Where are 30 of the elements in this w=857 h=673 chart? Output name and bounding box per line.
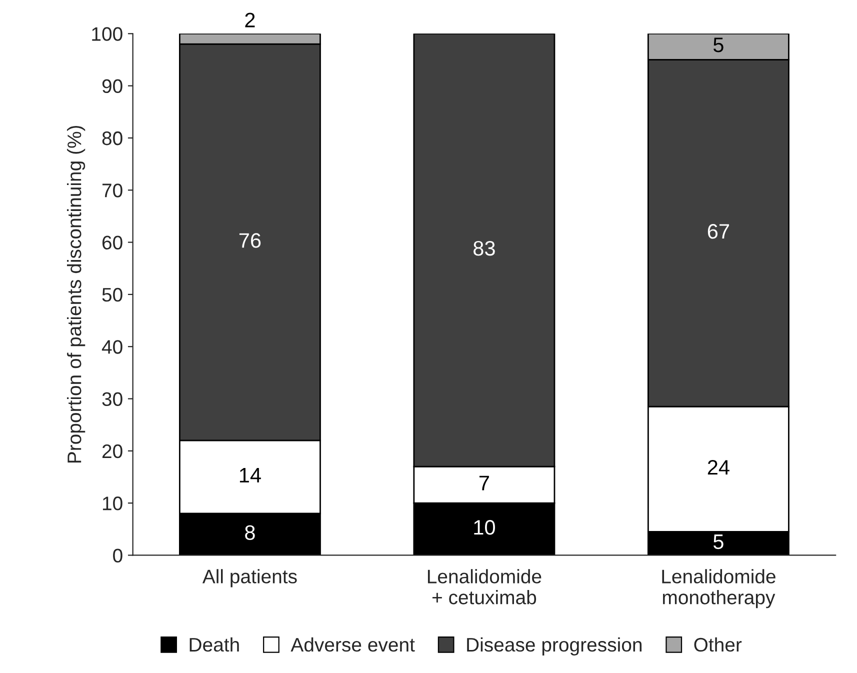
y-tick-label: 90 xyxy=(102,79,122,94)
x-tick-label: Lenalidomide + cetuximab xyxy=(428,569,542,604)
data-label: 5 xyxy=(713,38,724,52)
legend-label: Death xyxy=(190,637,239,652)
legend-label: Adverse event xyxy=(290,637,415,652)
x-tick-label: Lenalidomide monotherapy xyxy=(662,569,776,608)
data-label: 83 xyxy=(474,240,495,256)
y-tick-label: 20 xyxy=(102,444,122,458)
y-tick-label: 50 xyxy=(102,288,122,302)
data-label: 14 xyxy=(240,468,261,482)
data-label: 8 xyxy=(245,525,255,540)
data-label: 24 xyxy=(708,460,730,475)
data-label: 67 xyxy=(708,224,729,239)
y-tick-label: 30 xyxy=(102,392,122,406)
data-label: 10 xyxy=(474,520,495,535)
data-label: 2 xyxy=(245,12,255,28)
y-tick-label: 70 xyxy=(102,184,122,198)
data-label: 7 xyxy=(479,476,489,490)
y-tick-label: 100 xyxy=(92,27,122,41)
y-tick-label: 80 xyxy=(102,131,122,146)
y-tick-label: 60 xyxy=(102,236,122,250)
legend-label: Other xyxy=(694,637,742,652)
legend-label: Disease progression xyxy=(467,637,642,656)
x-tick-label: All patients xyxy=(202,569,297,588)
data-label: 5 xyxy=(713,534,724,550)
y-tick-label: 0 xyxy=(113,548,122,562)
y-axis-title: Proportion of patients discontinuing (%) xyxy=(66,126,86,463)
y-tick-label: 40 xyxy=(102,340,122,354)
y-tick-label: 10 xyxy=(102,496,122,510)
data-label: 76 xyxy=(239,233,261,248)
